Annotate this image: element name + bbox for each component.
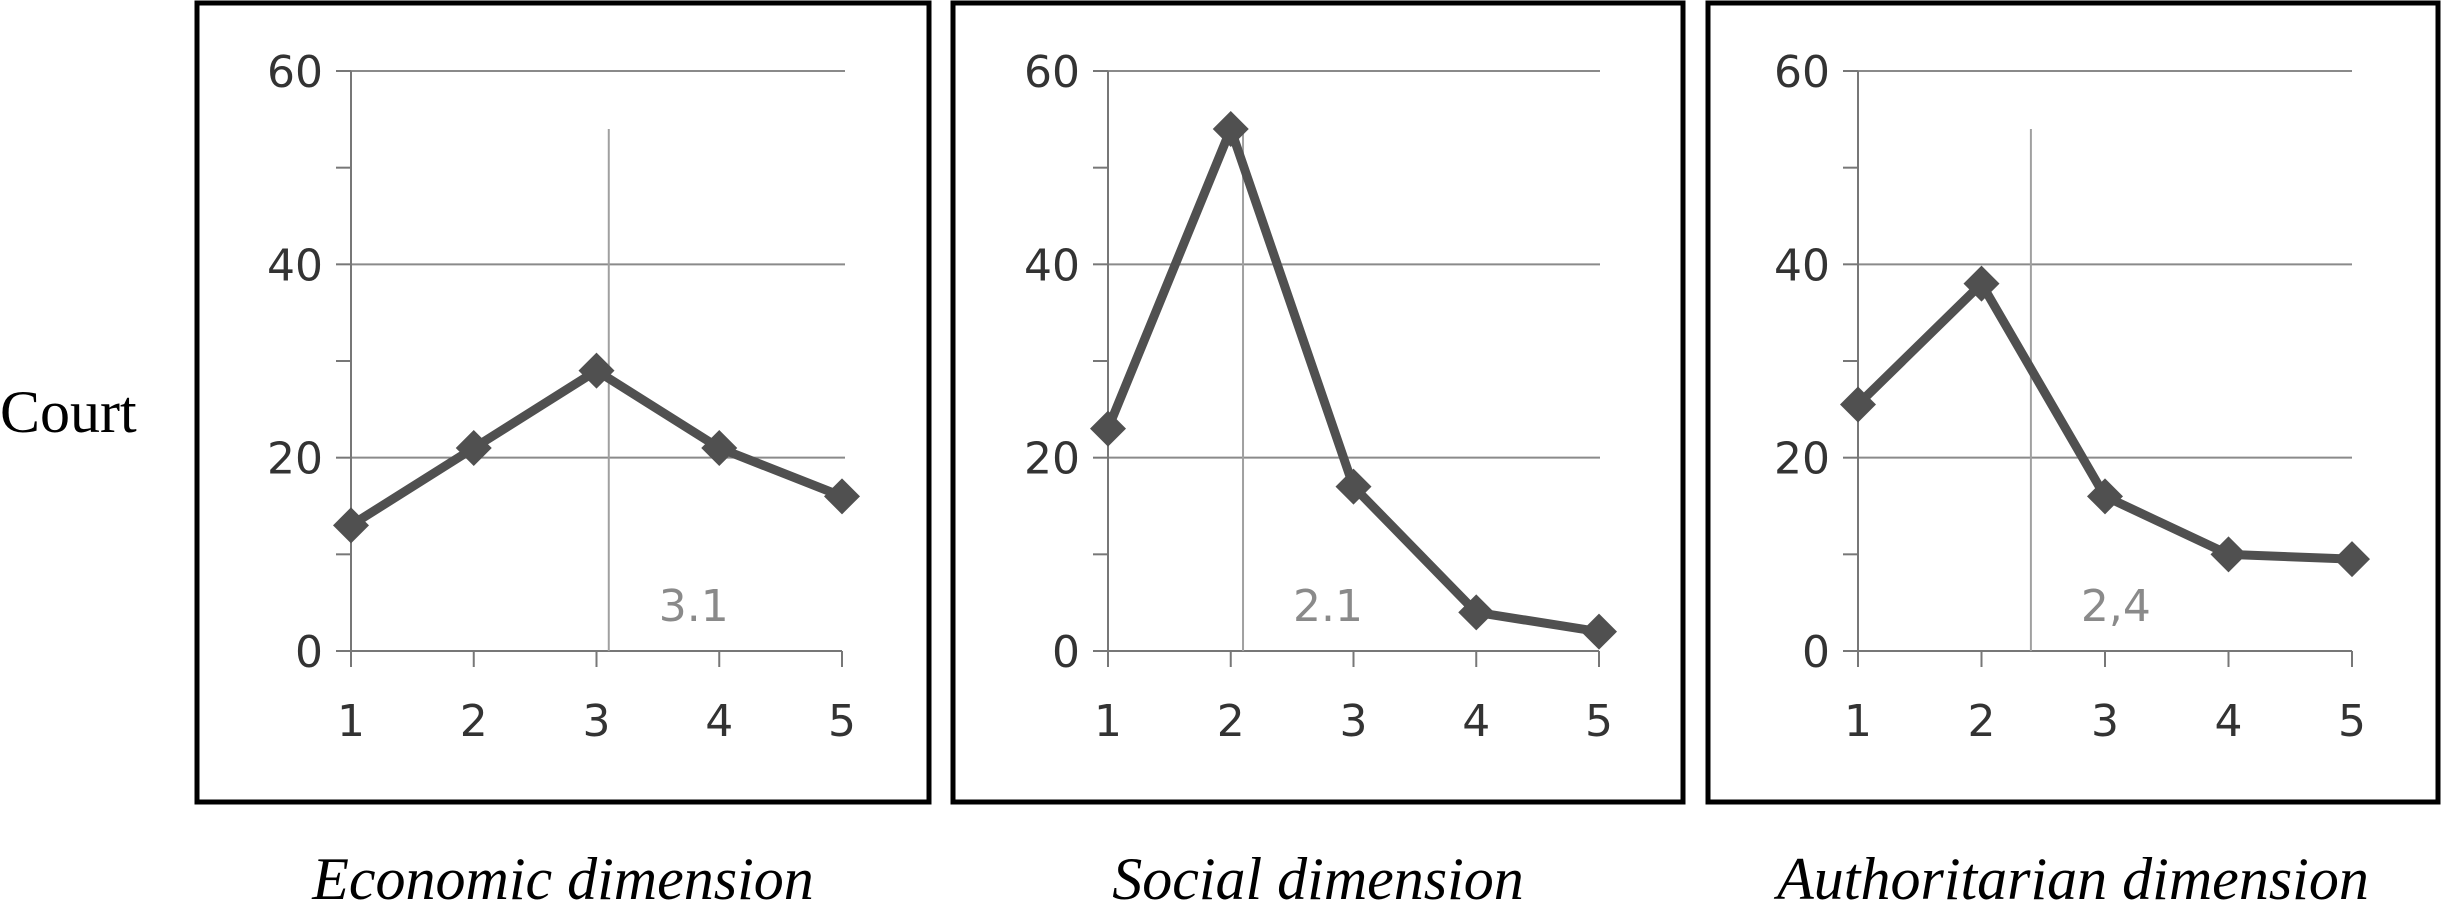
data-point-marker bbox=[824, 478, 860, 515]
plot-area: 0 20 40 60 1 2 3 4 5 2.1 bbox=[1024, 47, 1617, 747]
panel-frame bbox=[194, 0, 932, 805]
data-point-marker bbox=[333, 507, 369, 544]
data-point-marker bbox=[1840, 386, 1876, 423]
data-point-marker bbox=[2087, 478, 2123, 515]
y-tick-label: 60 bbox=[1774, 47, 1830, 98]
x-tick-label: 1 bbox=[337, 696, 365, 747]
data-point-marker bbox=[1963, 265, 2000, 302]
x-tick-label: 5 bbox=[828, 696, 856, 747]
x-tick-label: 5 bbox=[1585, 696, 1613, 747]
data-point-marker bbox=[701, 430, 738, 466]
mean-label: 2,4 bbox=[2081, 581, 2151, 632]
x-tick-label: 1 bbox=[1094, 696, 1122, 747]
x-tick-label: 4 bbox=[2215, 696, 2243, 747]
x-tick-label: 1 bbox=[1844, 696, 1872, 747]
data-point-marker bbox=[1458, 594, 1495, 631]
series-line bbox=[1854, 279, 2353, 564]
y-tick-label: 20 bbox=[267, 434, 323, 485]
y-tick-label: 20 bbox=[1024, 434, 1080, 485]
y-tick-label: 40 bbox=[267, 240, 323, 291]
y-tick-label: 0 bbox=[1052, 627, 1080, 678]
data-point-marker bbox=[455, 430, 492, 466]
data-point-marker bbox=[1090, 410, 1126, 447]
series-line bbox=[1103, 124, 1600, 637]
x-tick-label: 3 bbox=[1340, 696, 1368, 747]
mean-label: 2.1 bbox=[1293, 581, 1363, 632]
plot-area: 0 20 40 60 1 2 3 4 5 3.1 bbox=[267, 47, 860, 747]
panel-frame bbox=[1705, 0, 2441, 805]
x-tick-label: 3 bbox=[583, 696, 611, 747]
row-label: Court bbox=[0, 379, 137, 445]
y-tick-label: 40 bbox=[1774, 240, 1830, 291]
data-point-marker bbox=[578, 352, 615, 389]
y-tick-label: 0 bbox=[1802, 627, 1830, 678]
y-tick-label: 0 bbox=[295, 627, 323, 678]
plot-area: 0 20 40 60 1 2 3 4 5 2,4 bbox=[1774, 47, 2370, 747]
panel-frame bbox=[950, 0, 1686, 805]
y-tick-label: 60 bbox=[1024, 47, 1080, 98]
data-point-marker bbox=[1212, 111, 1249, 147]
chart-panel-social: 0 20 40 60 1 2 3 4 5 2.1 Social dimension bbox=[950, 0, 1686, 904]
x-tick-label: 5 bbox=[2338, 696, 2366, 747]
x-tick-label: 2 bbox=[1968, 696, 1996, 747]
y-tick-label: 40 bbox=[1024, 240, 1080, 291]
chart-panel-authoritarian: 0 20 40 60 1 2 3 4 5 2,4 Authoritarian dimension bbox=[1705, 0, 2441, 904]
chart-panel-economic: 0 20 40 60 1 2 3 4 5 3.1 Economic dimension bbox=[194, 0, 932, 904]
y-tick-label: 60 bbox=[267, 47, 323, 98]
x-tick-label: 4 bbox=[705, 696, 733, 747]
y-tick-label: 20 bbox=[1774, 434, 1830, 485]
series-line bbox=[348, 366, 844, 530]
x-tick-label: 3 bbox=[2091, 696, 2119, 747]
data-point-marker bbox=[1335, 468, 1372, 505]
panel-caption: Authoritarian dimension bbox=[1773, 846, 2369, 904]
data-point-marker bbox=[1581, 613, 1617, 650]
data-point-marker bbox=[2210, 536, 2247, 573]
panel-caption: Social dimension bbox=[1112, 846, 1524, 904]
x-tick-label: 4 bbox=[1462, 696, 1490, 747]
mean-label: 3.1 bbox=[659, 581, 729, 632]
data-point-marker bbox=[2334, 541, 2370, 578]
x-tick-label: 2 bbox=[1217, 696, 1245, 747]
x-tick-label: 2 bbox=[460, 696, 488, 747]
panel-caption: Economic dimension bbox=[311, 846, 814, 904]
